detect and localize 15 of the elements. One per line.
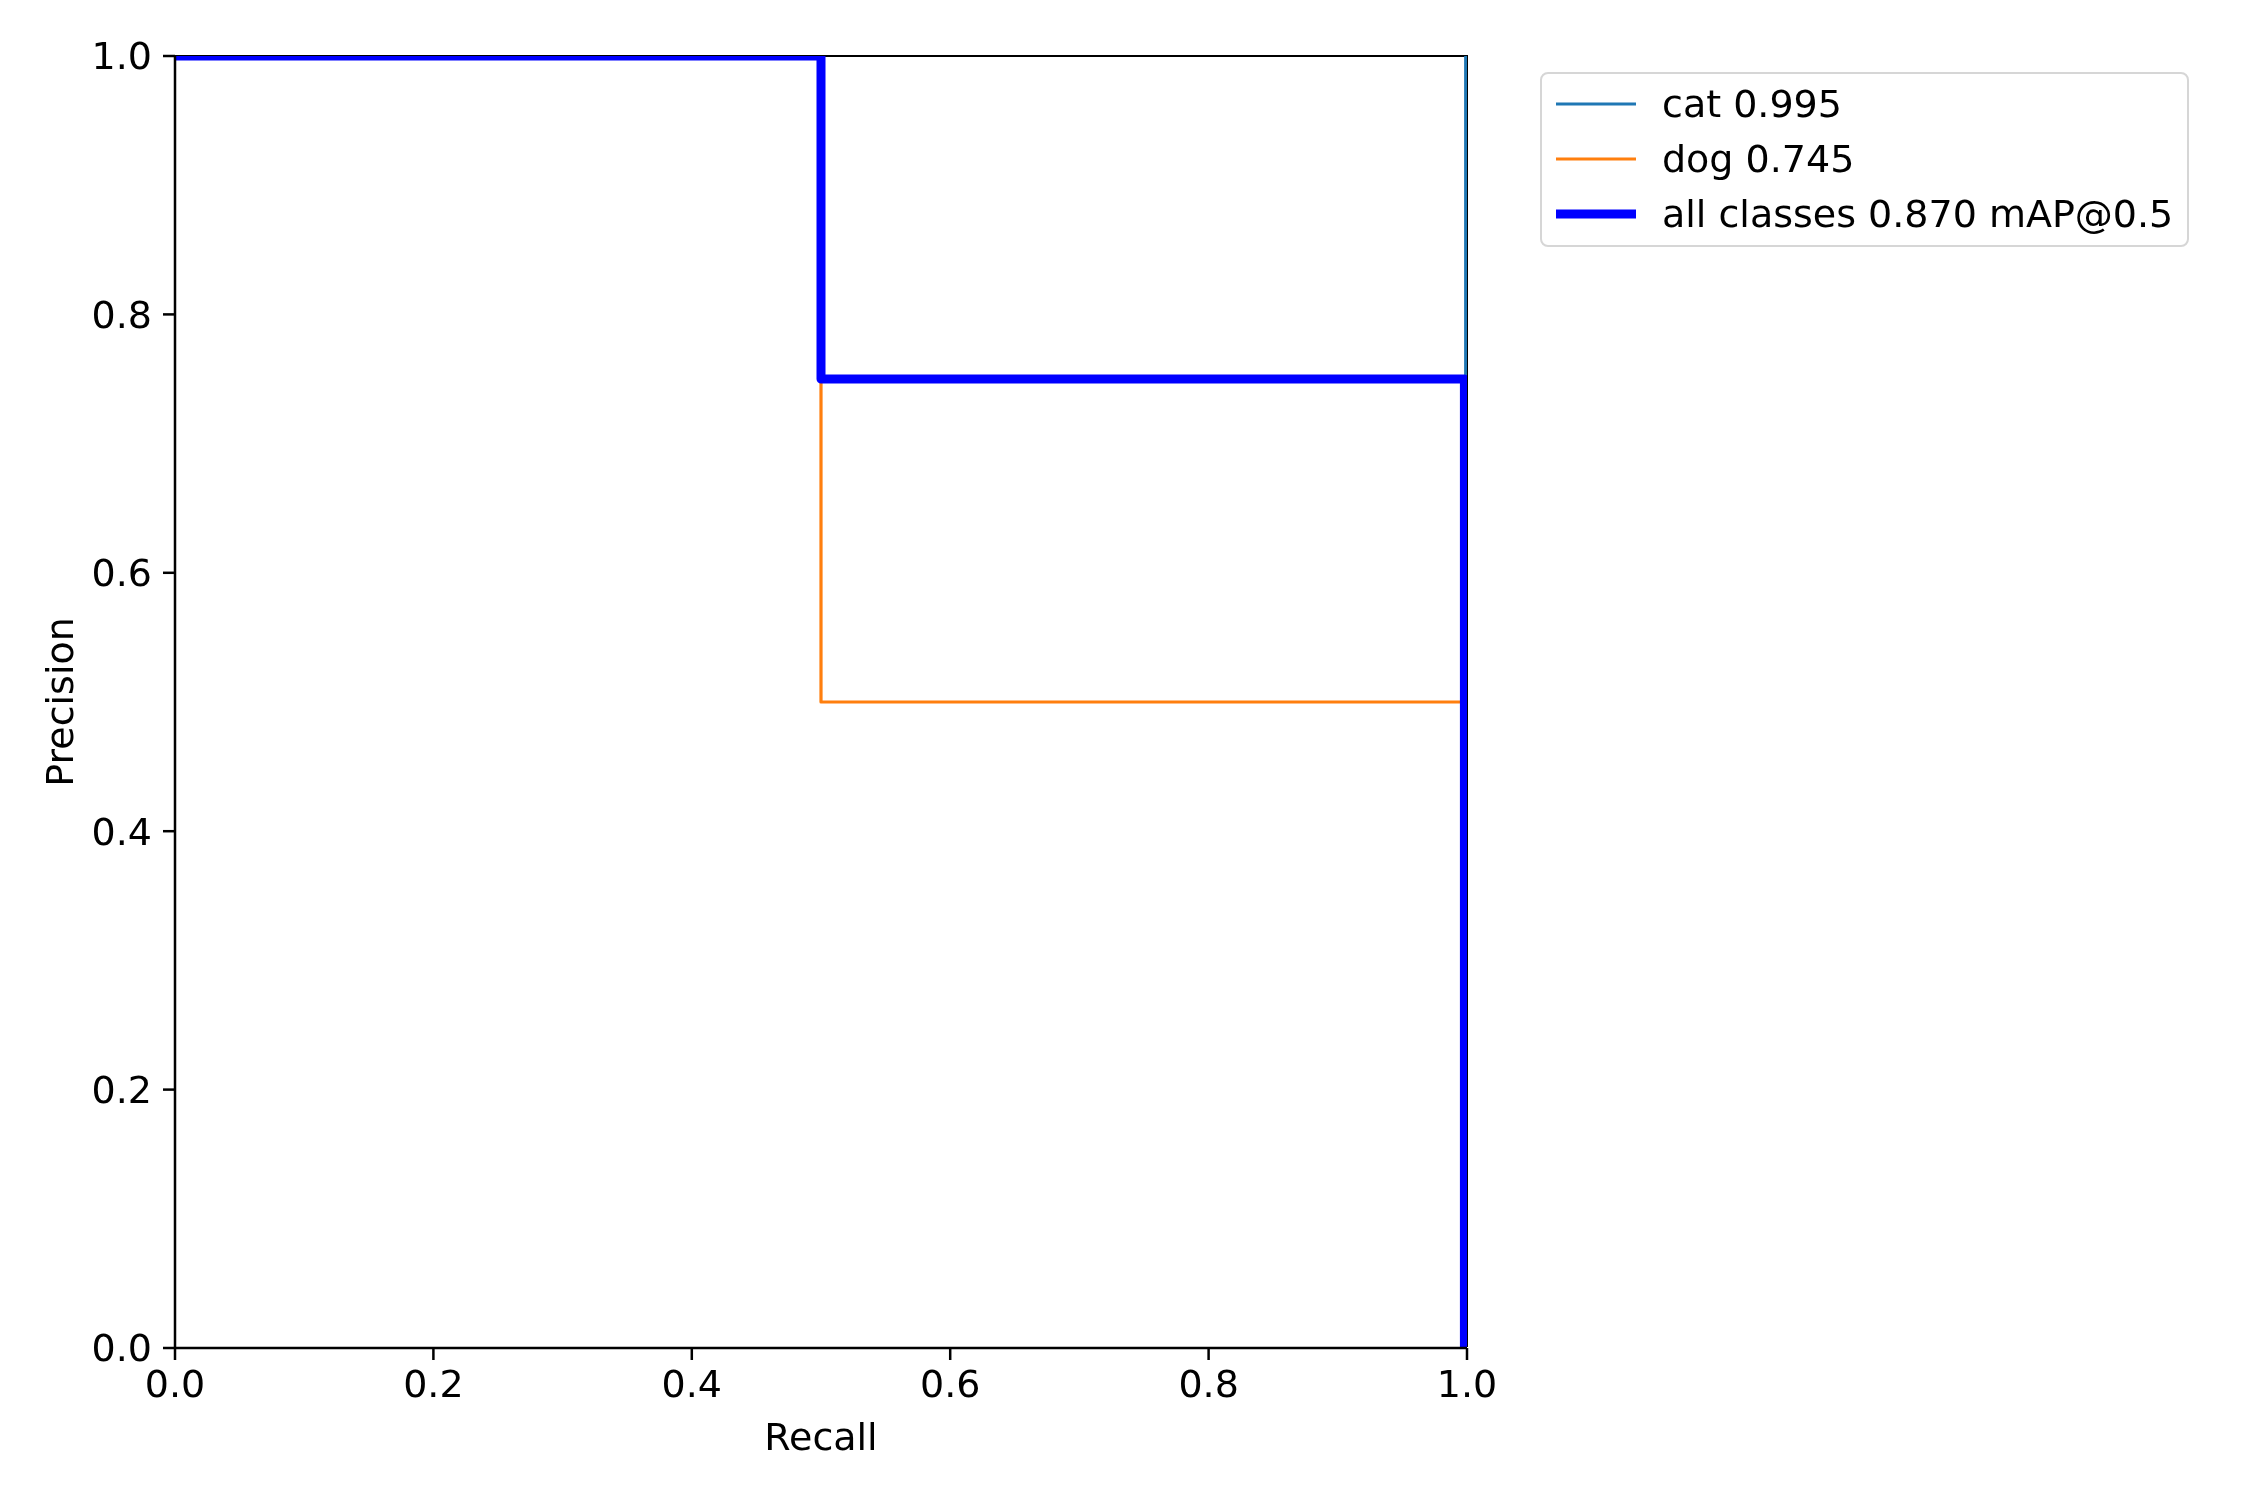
x-tick-label: 1.0 bbox=[1436, 1361, 1498, 1406]
y-tick-label: 0.4 bbox=[91, 809, 152, 854]
y-tick-label: 1.0 bbox=[91, 34, 152, 79]
y-tick-label: 0.2 bbox=[91, 1068, 152, 1113]
legend-label: dog 0.745 bbox=[1662, 136, 1855, 181]
x-tick-label: 0.4 bbox=[661, 1361, 723, 1406]
x-tick-label: 0.8 bbox=[1178, 1361, 1239, 1406]
legend-label: all classes 0.870 mAP@0.5 bbox=[1662, 191, 2174, 236]
y-tick-label: 0.8 bbox=[91, 292, 152, 337]
legend-label: cat 0.995 bbox=[1662, 81, 1842, 126]
y-tick-label: 0.6 bbox=[91, 551, 152, 596]
x-axis-title: Recall bbox=[764, 1415, 878, 1459]
x-tick-label: 0.6 bbox=[919, 1361, 981, 1406]
x-tick-label: 0.2 bbox=[403, 1361, 464, 1406]
y-axis-title: Precision bbox=[38, 617, 82, 787]
